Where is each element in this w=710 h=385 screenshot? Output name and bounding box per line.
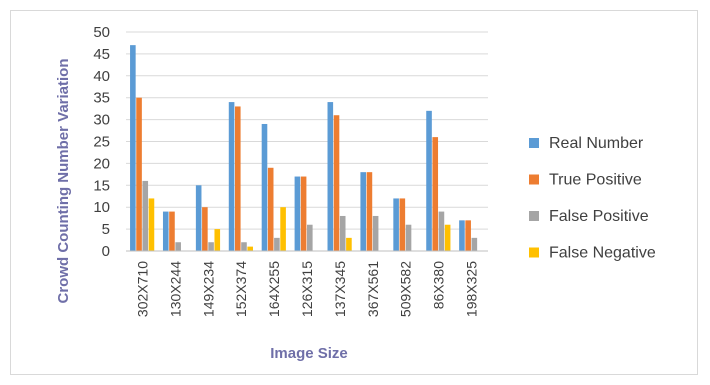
legend-swatch	[529, 138, 539, 148]
x-axis-label: Image Size	[270, 345, 348, 362]
legend-label: False Negative	[549, 245, 656, 262]
x-tick-label: 149X234	[200, 261, 216, 317]
y-axis-ticks: 0 5 10 15 20 25 30 35 40 45 50	[93, 24, 110, 260]
y-tick-label: 45	[93, 46, 110, 63]
bar-false-positive	[142, 180, 149, 251]
y-tick-label: 20	[93, 155, 110, 172]
legend-swatch	[529, 247, 539, 258]
x-tick-label: 509X582	[398, 261, 414, 317]
legend: Real Number True Positive False Positive Fa…	[529, 135, 656, 262]
bar-false-negative	[444, 224, 451, 251]
x-tick-label: 367X561	[365, 261, 381, 317]
bar-real-number	[261, 123, 268, 251]
bar-chart: 0 5 10 15 20 25 30 35 40 45 50 302X710 130X244 149X2…	[55, 24, 656, 362]
bar-real-number	[426, 110, 432, 251]
bar-true-positive	[300, 176, 307, 251]
gridlines	[126, 31, 488, 230]
y-tick-label: 30	[93, 112, 110, 129]
bar-real-number	[195, 185, 202, 251]
bar-false-positive	[241, 242, 247, 251]
bar-false-positive	[208, 242, 214, 251]
bar-true-positive	[366, 172, 373, 251]
bar-real-number	[294, 176, 301, 251]
x-tick-label: 137X345	[332, 261, 348, 317]
bar-false-negative	[214, 229, 221, 251]
x-tick-label: 130X244	[167, 261, 183, 317]
y-tick-label: 5	[102, 221, 110, 238]
bar-false-negative	[247, 246, 253, 251]
x-axis-ticks: 302X710 130X244 149X234 152X374 164X255 126X3…	[134, 261, 479, 317]
legend-swatch	[529, 211, 539, 221]
bar-true-positive	[333, 115, 340, 251]
x-tick-label: 126X315	[299, 261, 315, 317]
legend-label: True Positive	[549, 172, 642, 189]
bar-true-positive	[267, 167, 274, 251]
bar-false-positive	[372, 215, 379, 251]
bar-real-number	[162, 211, 169, 251]
bar-true-positive	[202, 207, 208, 251]
bar-false-positive	[307, 224, 313, 251]
y-tick-label: 35	[93, 90, 110, 107]
bar-false-negative	[346, 237, 352, 251]
y-tick-label: 50	[93, 24, 110, 41]
x-tick-label: 164X255	[266, 261, 282, 317]
bar-true-positive	[399, 198, 406, 251]
y-tick-label: 15	[93, 177, 110, 194]
bar-false-positive	[438, 211, 445, 251]
bar-false-positive	[339, 215, 346, 251]
bar-real-number	[327, 102, 334, 251]
x-tick-label: 152X374	[233, 261, 249, 317]
bar-true-positive	[169, 211, 175, 251]
bar-false-positive	[175, 242, 181, 251]
bar-false-positive	[405, 224, 412, 251]
legend-label: Real Number	[549, 135, 644, 152]
y-tick-label: 40	[93, 68, 110, 85]
bar-real-number	[459, 220, 465, 251]
bar-true-positive	[432, 137, 439, 251]
bar-true-positive	[465, 220, 471, 251]
chart-frame: 0 5 10 15 20 25 30 35 40 45 50 302X710 130X244 149X2…	[10, 10, 698, 375]
bar-real-number	[228, 102, 235, 251]
bar-real-number	[130, 45, 136, 251]
bar-false-negative	[148, 198, 155, 251]
legend-label: False Positive	[549, 208, 649, 225]
bars	[130, 45, 478, 252]
bar-true-positive	[234, 106, 241, 252]
y-tick-label: 0	[102, 243, 110, 260]
bar-true-positive	[136, 97, 142, 251]
bar-real-number	[360, 172, 367, 251]
x-tick-label: 198X325	[464, 261, 480, 317]
bar-false-positive	[471, 237, 478, 251]
bar-false-negative	[280, 207, 286, 251]
x-tick-label: 86X380	[431, 261, 447, 309]
bar-false-positive	[274, 237, 280, 251]
legend-swatch	[529, 174, 539, 185]
x-tick-label: 302X710	[134, 261, 150, 317]
bar-real-number	[393, 198, 399, 251]
y-tick-label: 10	[93, 199, 110, 216]
y-tick-label: 25	[93, 134, 110, 151]
y-axis-label: Crowd Counting Number Variation	[55, 58, 72, 303]
